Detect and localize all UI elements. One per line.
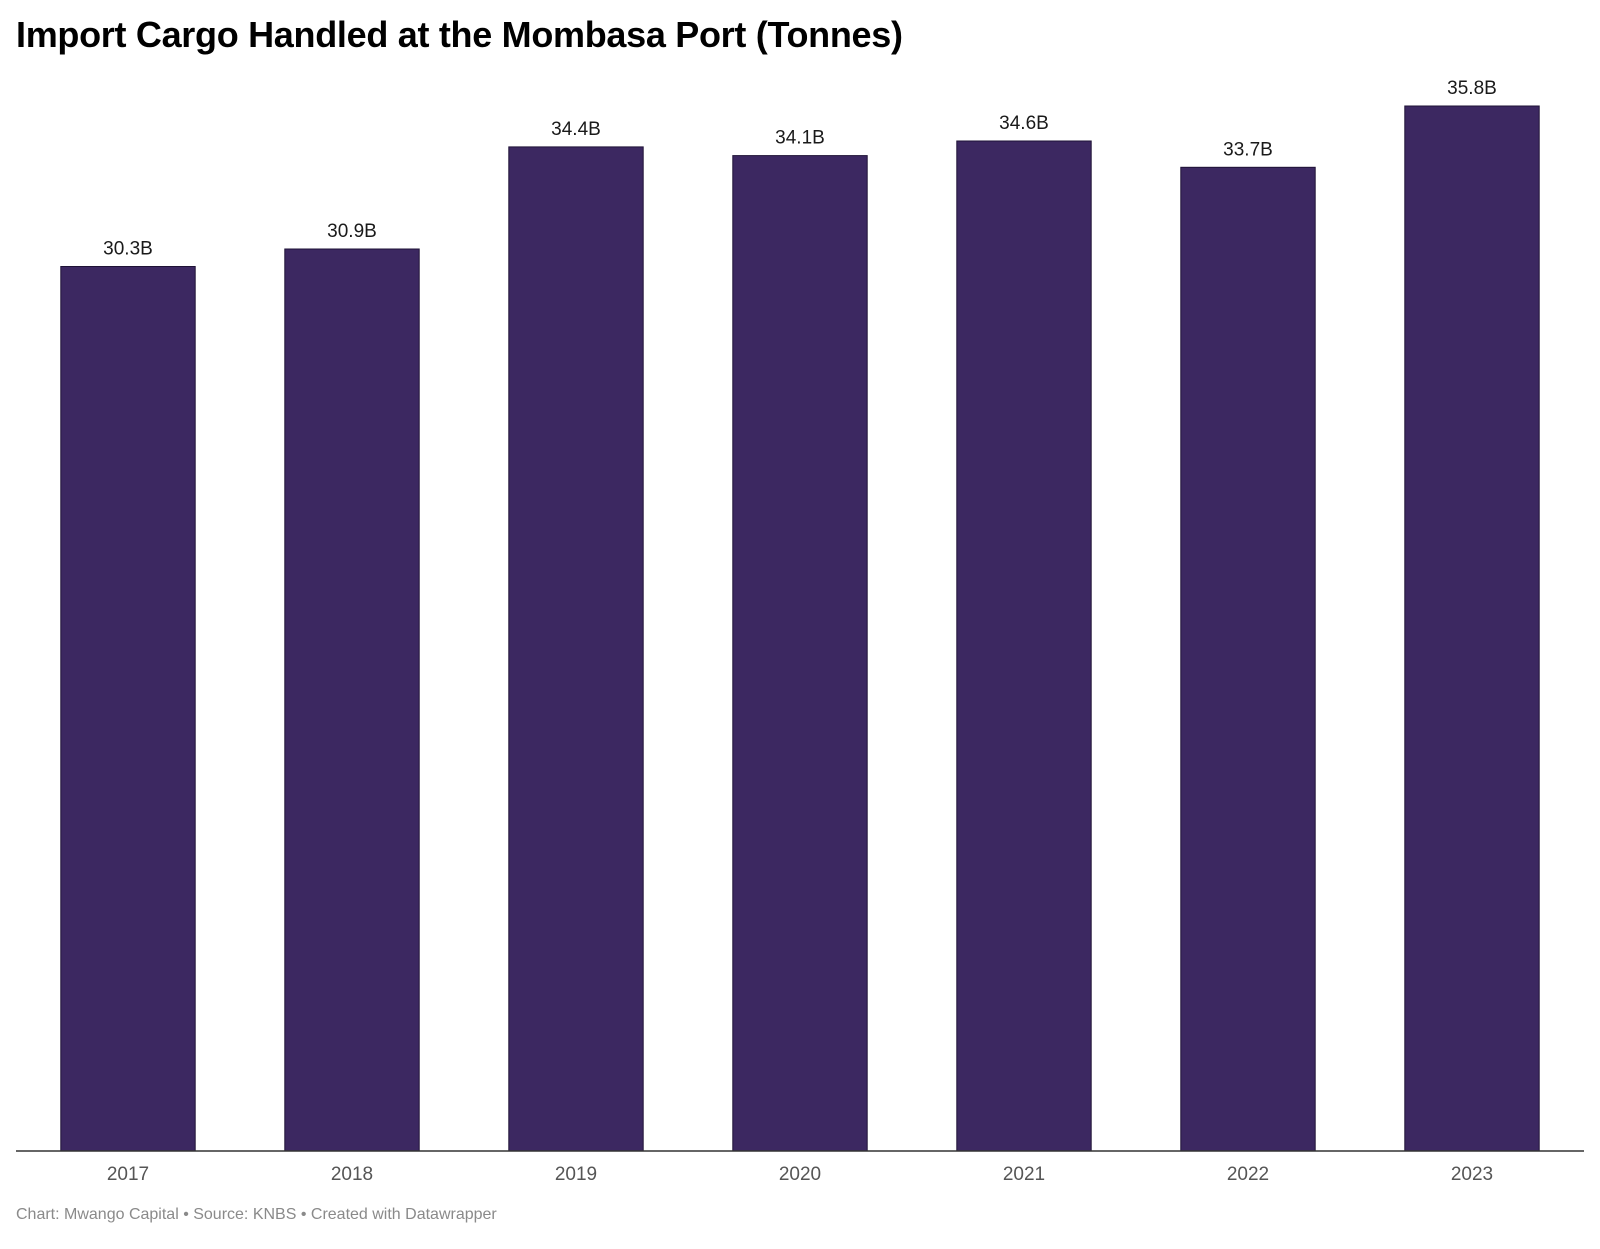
bars-layer [60, 105, 1540, 1152]
chart-title: Import Cargo Handled at the Mombasa Port… [16, 14, 903, 55]
value-label-2023: 35.8B [1447, 78, 1497, 99]
x-tick-label-2023: 2023 [1451, 1164, 1493, 1185]
bar-2021 [956, 140, 1092, 1152]
bar-2018 [284, 248, 420, 1152]
bar-2019 [508, 146, 644, 1152]
x-tick-label-2018: 2018 [331, 1164, 373, 1185]
x-tick-labels: 2017 2018 2019 2020 2021 2022 2023 [107, 1164, 1493, 1185]
bar-2023 [1404, 105, 1540, 1152]
value-label-2021: 34.6B [999, 113, 1049, 134]
chart-footer: Chart: Mwango Capital • Source: KNBS • C… [16, 1206, 497, 1223]
x-tick-label-2019: 2019 [555, 1164, 597, 1185]
value-label-2018: 30.9B [327, 221, 377, 242]
value-labels-layer: 30.3B 30.9B 34.4B 34.1B 34.6B 33.7B 35.8B [103, 78, 1497, 260]
x-tick-label-2022: 2022 [1227, 1164, 1269, 1185]
x-tick-label-2017: 2017 [107, 1164, 149, 1185]
value-label-2019: 34.4B [551, 119, 601, 140]
bar-2022 [1180, 166, 1316, 1152]
x-tick-label-2020: 2020 [779, 1164, 821, 1185]
bar-2017 [60, 266, 196, 1152]
value-label-2022: 33.7B [1223, 139, 1273, 160]
x-tick-label-2021: 2021 [1003, 1164, 1045, 1185]
bar-2020 [732, 155, 868, 1152]
value-label-2017: 30.3B [103, 239, 153, 260]
value-label-2020: 34.1B [775, 128, 825, 149]
